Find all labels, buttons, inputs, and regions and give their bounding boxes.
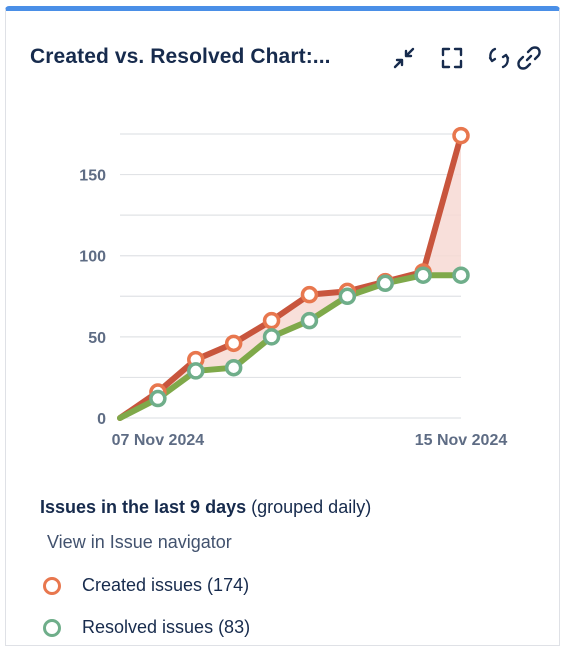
issue-navigator-link[interactable]: View in Issue navigator [47, 532, 232, 552]
created-issues-point [452, 126, 470, 145]
resolved-issues-point [452, 266, 470, 284]
x-tick-label: 15 Nov 2024 [415, 432, 508, 449]
x-tick-label: 07 Nov 2024 [112, 432, 205, 449]
chart-gadget: Created vs. Resolved Chart:... [5, 6, 560, 646]
minimize-icon[interactable] [389, 43, 419, 73]
chart-summary: Issues in the last 9 days (grouped daily… [40, 497, 540, 637]
gadget-title: Created vs. Resolved Chart:... [30, 45, 331, 68]
refresh-icon[interactable] [484, 43, 514, 73]
created-issues-point [262, 311, 281, 330]
y-tick-label: 100 [79, 249, 106, 266]
resolved-issues-line [117, 272, 464, 421]
resolved-legend-marker [43, 618, 61, 637]
y-tick-label: 50 [88, 330, 106, 347]
created-issues-point [300, 285, 319, 304]
resolved-issues-point [224, 358, 243, 377]
chart-svg: 0 50 100 150 07 Nov 2024 15 Nov 2024 [79, 126, 508, 449]
resolved-issues-point [414, 266, 432, 284]
resolved-issues-point [187, 362, 205, 380]
legend-item-resolved: Resolved issues (83) [40, 617, 250, 638]
gadget-header: Created vs. Resolved Chart:... [30, 39, 550, 79]
y-tick-label: 150 [79, 168, 106, 185]
created-vs-resolved-chart: 0 50 100 150 07 Nov 2024 15 Nov 2024 [6, 91, 561, 471]
resolved-issues-point [300, 311, 319, 330]
period-grouping: (grouped daily) [251, 497, 372, 517]
fullscreen-icon[interactable] [437, 43, 467, 73]
resolved-issues-point [262, 328, 281, 346]
created-legend-marker [43, 576, 61, 595]
resolved-issues-point [149, 389, 167, 408]
link-icon[interactable] [514, 43, 544, 73]
resolved-issues-point [338, 287, 357, 306]
period-bold: Issues in the last 9 days [40, 497, 247, 517]
created-issues-point [224, 334, 243, 353]
legend-item-created: Created issues (174) [40, 575, 249, 596]
resolved-issues-point [376, 274, 394, 293]
y-tick-label: 0 [97, 411, 106, 428]
legend-label-created: Created issues (174) [82, 575, 250, 595]
period-text: Issues in the last 9 days (grouped daily… [40, 497, 540, 518]
legend-label-resolved: Resolved issues (83) [82, 617, 251, 637]
